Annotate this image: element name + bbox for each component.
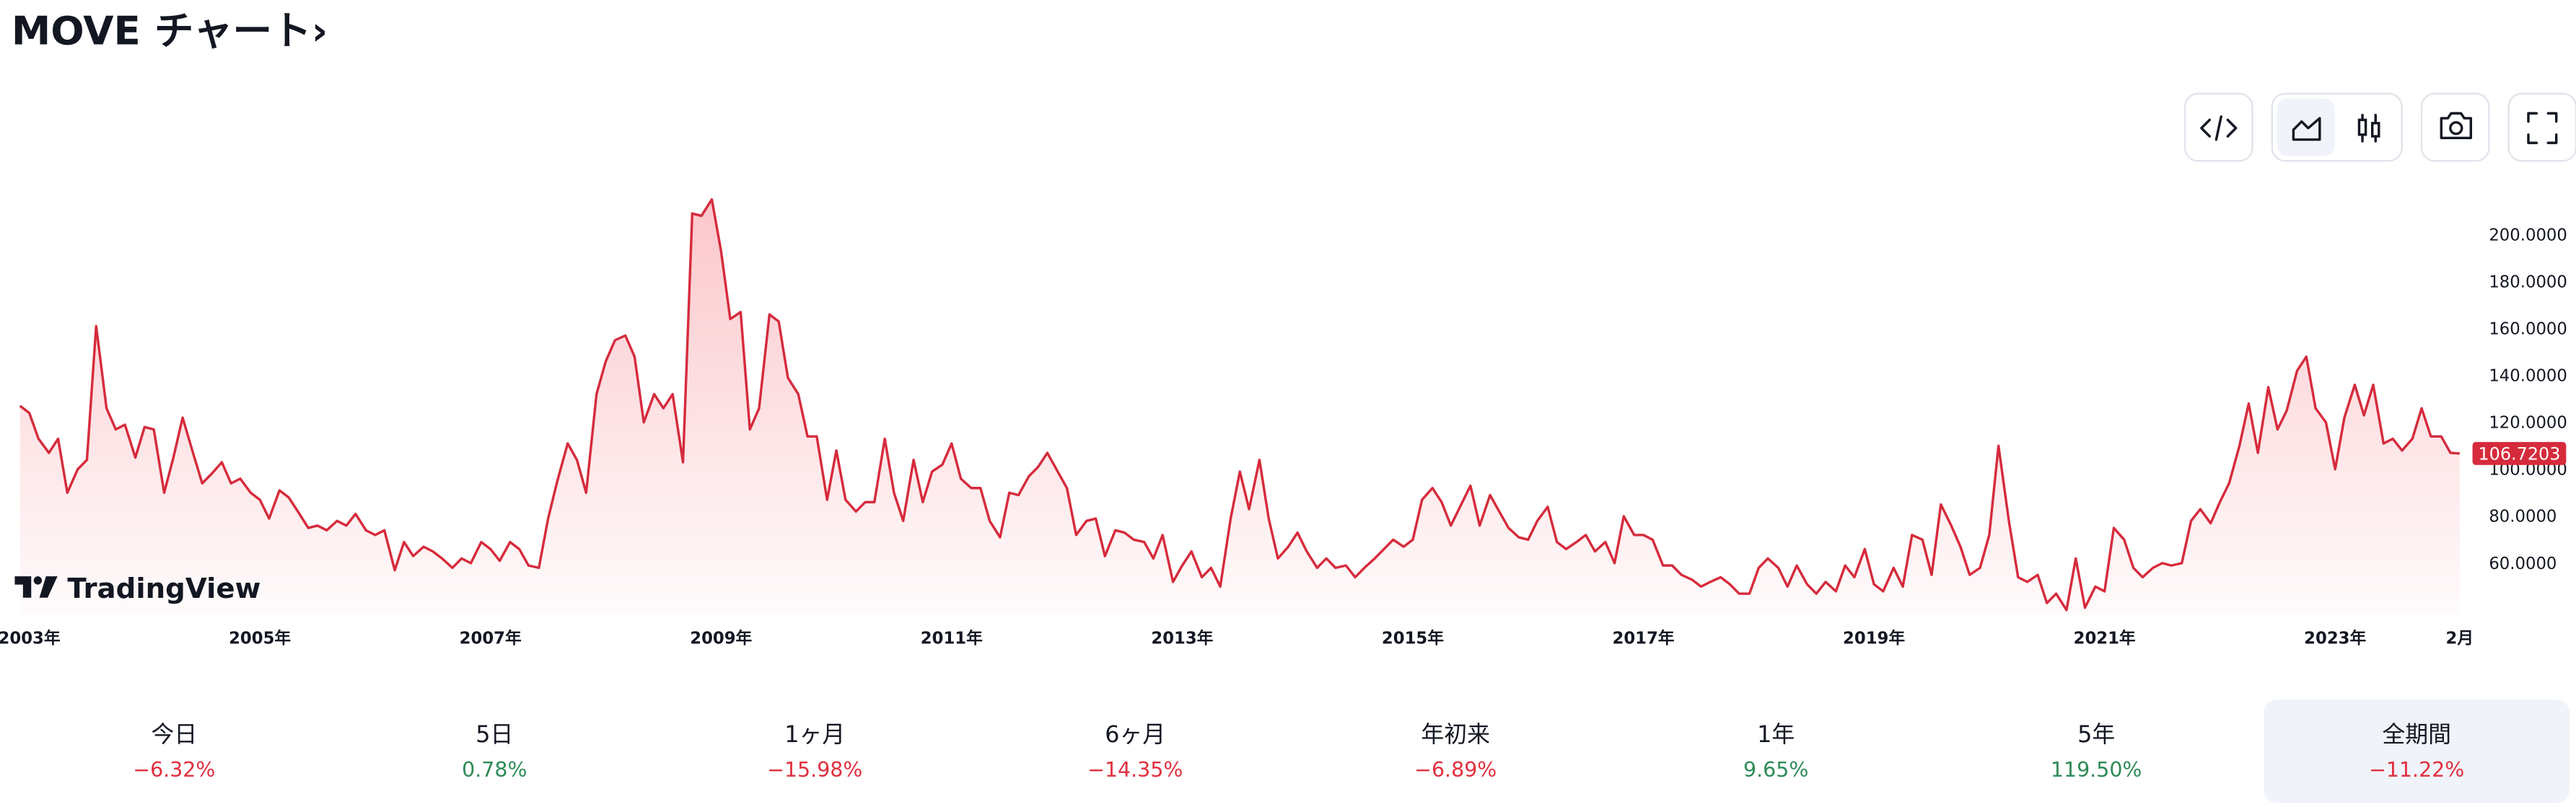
- x-tick-label: 2011年: [921, 629, 983, 648]
- x-tick-label: 2017年: [1612, 629, 1674, 648]
- period-label: 6ヶ月: [1105, 720, 1165, 748]
- x-tick-label: 2005年: [229, 629, 291, 648]
- performance-tile[interactable]: 1ヶ月 −15.98%: [767, 720, 862, 782]
- x-tick-label: 2009年: [690, 629, 752, 648]
- period-label: 年初来: [1421, 720, 1490, 748]
- period-label: 1年: [1757, 720, 1795, 748]
- performance-tile[interactable]: 年初来 −6.89%: [1414, 720, 1497, 782]
- embed-button[interactable]: [2183, 92, 2253, 162]
- period-change: 9.65%: [1743, 758, 1808, 782]
- period-label: 1ヶ月: [784, 720, 845, 748]
- x-tick-label: 2015年: [1382, 629, 1444, 648]
- plot-area: 60.000080.0000100.0000120.0000140.000016…: [0, 198, 2567, 648]
- candle-style-button[interactable]: [2357, 113, 2380, 143]
- y-tick-label: 120.0000: [2489, 414, 2567, 433]
- x-tick-label: 2013年: [1151, 629, 1213, 648]
- period-label: 5日: [476, 720, 513, 748]
- last-price-badge: [2472, 441, 2567, 465]
- x-tick-label: 2023年: [2304, 629, 2366, 648]
- watermark-text: TradingView: [67, 573, 260, 605]
- x-tick-label: 2003年: [0, 629, 61, 648]
- period-label: 全期間: [2382, 720, 2451, 748]
- watermark: TradingView: [14, 573, 260, 605]
- performance-tile[interactable]: 1年 9.65%: [1743, 720, 1808, 782]
- area-fill: [19, 199, 2460, 615]
- period-change: −14.35%: [1087, 758, 1183, 782]
- last-price-label: 106.7203: [2478, 444, 2560, 464]
- performance-strip: 今日 −6.32% 5日 0.78% 1ヶ月 −15.98% 6ヶ月 −14.35% 年初来 −6…: [133, 699, 2570, 803]
- chart-style-group: [2271, 92, 2403, 162]
- x-tick-label: 2019年: [1843, 629, 1905, 648]
- snapshot-button[interactable]: [2420, 92, 2490, 162]
- y-tick-label: 180.0000: [2489, 273, 2567, 291]
- x-tick-label: 2007年: [460, 629, 522, 648]
- line: [19, 198, 2460, 612]
- period-change: −6.89%: [1414, 758, 1497, 782]
- y-tick-label: 160.0000: [2489, 319, 2567, 338]
- y-tick-label: 80.0000: [2489, 508, 2557, 526]
- performance-tile[interactable]: 全期間 −11.22%: [2264, 699, 2570, 803]
- page-title[interactable]: MOVE チャート›: [12, 8, 328, 54]
- period-change: −6.32%: [133, 758, 215, 782]
- performance-tile[interactable]: 6ヶ月 −14.35%: [1087, 720, 1183, 782]
- y-tick-label: 200.0000: [2489, 226, 2567, 244]
- tile-highlight: [2264, 699, 2570, 803]
- x-tick-label: 2月: [2445, 630, 2474, 648]
- performance-tile[interactable]: 5日 0.78%: [462, 720, 527, 782]
- y-tick-label: 140.0000: [2489, 367, 2567, 386]
- x-tick-label: 2021年: [2074, 629, 2136, 648]
- period-change: 119.50%: [2051, 758, 2142, 782]
- period-label: 今日: [151, 720, 197, 748]
- performance-tile[interactable]: 5年 119.50%: [2051, 720, 2142, 782]
- performance-tile[interactable]: 今日 −6.32%: [133, 720, 215, 782]
- period-change: −15.98%: [767, 758, 862, 782]
- period-change: 0.78%: [462, 758, 527, 782]
- y-tick-label: 60.0000: [2489, 555, 2557, 573]
- period-label: 5年: [2077, 720, 2115, 748]
- area-style-button[interactable]: [2277, 98, 2335, 156]
- fullscreen-button[interactable]: [2507, 92, 2576, 162]
- period-change: −11.22%: [2369, 758, 2464, 782]
